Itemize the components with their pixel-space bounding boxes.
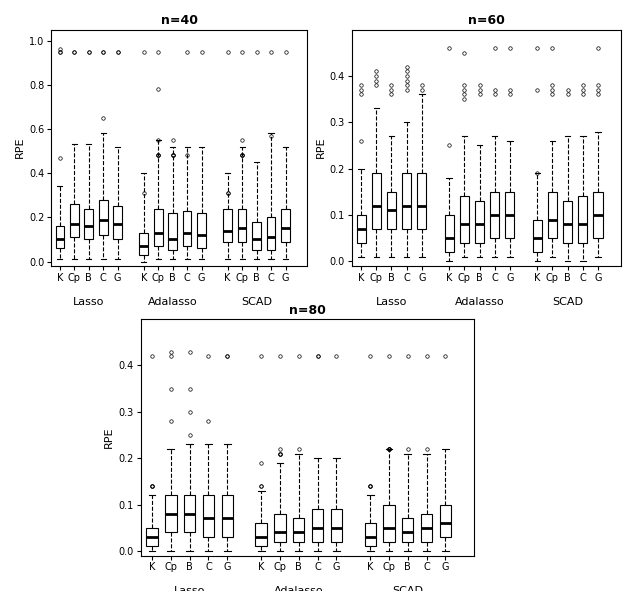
Bar — [223, 209, 232, 242]
Text: Lasso: Lasso — [174, 586, 205, 591]
Bar — [506, 192, 515, 238]
Bar — [579, 196, 588, 243]
Bar — [532, 220, 542, 252]
Bar — [475, 201, 484, 243]
Bar — [168, 213, 177, 251]
Bar — [402, 518, 413, 541]
Bar — [267, 217, 275, 251]
Bar — [402, 173, 412, 229]
Bar — [203, 495, 214, 537]
Bar — [154, 209, 163, 246]
Text: SCAD: SCAD — [241, 297, 272, 307]
Text: Adalasso: Adalasso — [455, 297, 504, 307]
Bar — [255, 523, 267, 546]
Bar — [563, 201, 572, 243]
Text: Lasso: Lasso — [73, 297, 104, 307]
Title: n=40: n=40 — [161, 14, 198, 27]
Bar — [417, 173, 426, 229]
Bar — [84, 209, 93, 239]
Bar — [312, 509, 323, 541]
Text: Adalasso: Adalasso — [274, 586, 324, 591]
Text: Lasso: Lasso — [376, 297, 407, 307]
Bar — [70, 204, 79, 237]
Text: Adalasso: Adalasso — [148, 297, 198, 307]
Bar — [252, 222, 261, 251]
Text: SCAD: SCAD — [392, 586, 423, 591]
Bar — [372, 173, 381, 229]
Bar — [365, 523, 376, 546]
Bar — [548, 192, 557, 238]
Bar — [275, 514, 285, 541]
Title: n=80: n=80 — [289, 304, 326, 317]
Bar — [183, 211, 191, 246]
Title: n=60: n=60 — [468, 14, 505, 27]
Bar — [140, 233, 148, 255]
Bar — [293, 518, 305, 541]
Bar — [421, 514, 432, 541]
Y-axis label: RPE: RPE — [15, 137, 25, 158]
Bar — [460, 196, 469, 243]
Bar — [445, 215, 454, 252]
Bar — [383, 505, 395, 541]
Bar — [113, 206, 122, 239]
Bar — [356, 215, 365, 243]
Bar — [331, 509, 342, 541]
Y-axis label: RPE: RPE — [316, 137, 326, 158]
Y-axis label: RPE: RPE — [104, 427, 115, 448]
Bar — [238, 209, 246, 242]
Bar — [99, 200, 108, 235]
Bar — [147, 528, 157, 546]
Bar — [387, 192, 396, 229]
Bar — [221, 495, 233, 537]
Bar — [197, 213, 206, 248]
Bar — [184, 495, 195, 532]
Bar — [440, 505, 451, 537]
Bar — [593, 192, 603, 238]
Text: SCAD: SCAD — [552, 297, 583, 307]
Bar — [56, 226, 64, 248]
Bar — [490, 192, 499, 238]
Bar — [165, 495, 177, 532]
Bar — [281, 209, 290, 242]
